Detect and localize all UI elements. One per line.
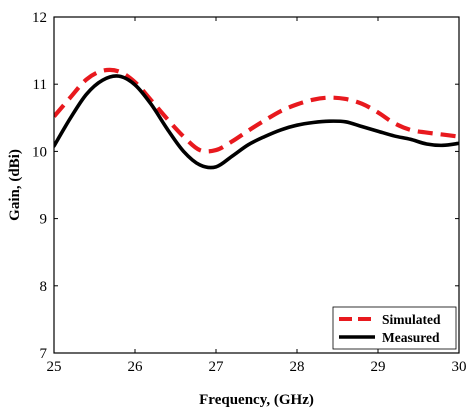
x-axis-ticks: 25 26 27 28 29 30 bbox=[47, 17, 467, 375]
series-layer bbox=[54, 67, 459, 170]
x-axis-label: Frequency, (GHz) bbox=[199, 392, 314, 408]
x-tick-label: 26 bbox=[128, 359, 144, 375]
legend-simulated-label: Simulated bbox=[382, 312, 441, 327]
y-tick-label: 7 bbox=[40, 346, 48, 362]
plot-frame bbox=[53, 16, 460, 354]
y-tick-label: 8 bbox=[40, 279, 48, 295]
x-tick-label: 27 bbox=[209, 359, 225, 375]
y-tick-label: 10 bbox=[32, 144, 47, 160]
y-axis-ticks: 7 8 9 10 11 12 bbox=[32, 10, 459, 362]
series-line-simulated bbox=[54, 67, 459, 154]
y-tick-label: 9 bbox=[40, 212, 48, 228]
x-tick-label: 28 bbox=[290, 359, 305, 375]
legend-measured-label: Measured bbox=[382, 330, 440, 345]
y-tick-label: 12 bbox=[32, 10, 47, 26]
legend-box bbox=[332, 306, 457, 350]
y-axis-label: Gain, (dBi) bbox=[7, 149, 23, 221]
plot-area bbox=[54, 17, 459, 353]
legend: Simulated Measured bbox=[332, 306, 457, 350]
x-tick-label: 29 bbox=[371, 359, 386, 375]
x-tick-label: 30 bbox=[452, 359, 467, 375]
y-tick-label: 11 bbox=[33, 77, 47, 93]
series-line-measured bbox=[54, 74, 459, 170]
x-tick-label: 25 bbox=[47, 359, 62, 375]
